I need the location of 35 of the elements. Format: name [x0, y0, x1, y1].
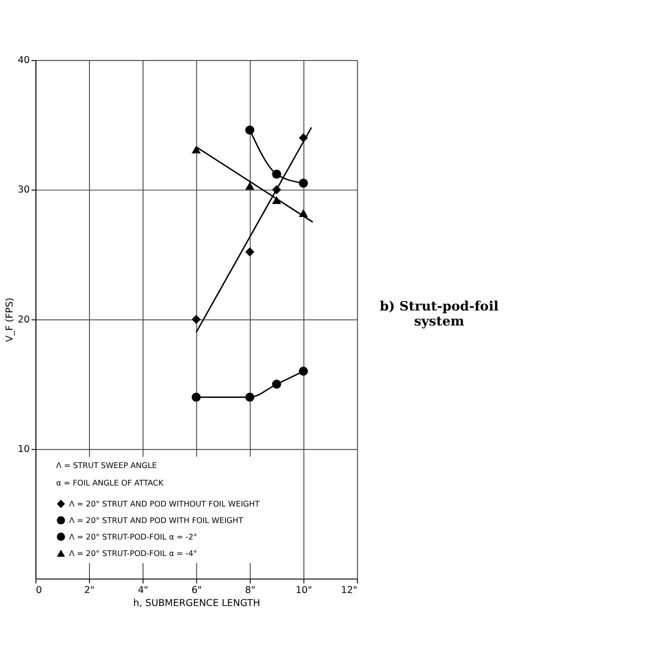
y-tick-label: 20 [18, 314, 30, 326]
y-tick-label: 30 [18, 184, 30, 196]
point [192, 392, 201, 402]
y-axis-title: V_F (FPS) [4, 298, 16, 342]
legend-label: Λ = 20° STRUT AND POD WITH FOIL WEIGHT [69, 516, 244, 525]
x-tick-label: 12" [340, 584, 358, 596]
x-tick-label: 2" [84, 584, 95, 596]
point [245, 126, 254, 135]
x-axis-title: h, SUBMERGENCE LENGTH [133, 598, 260, 609]
point [245, 247, 254, 256]
point [245, 182, 254, 190]
point [192, 146, 201, 154]
point [272, 170, 282, 179]
annotation: α = FOIL ANGLE OF ATTACK [56, 478, 164, 488]
point [298, 178, 308, 188]
point [298, 209, 308, 217]
x-tick-label: 8" [245, 584, 256, 596]
x-tick-label: 0 [36, 584, 42, 596]
point [298, 366, 308, 376]
x-tick-label: 10" [296, 584, 312, 596]
point [192, 314, 201, 324]
legend-label: Λ = 20° STRUT-POD-FOIL α = -2° [69, 532, 198, 542]
text: b) Strut-pod-foil system [380, 300, 499, 330]
point [245, 392, 254, 402]
y-tick-label: 10 [18, 444, 30, 456]
point [272, 185, 282, 194]
x-tick-label: 4" [138, 584, 148, 596]
x-tick-label: 6" [191, 584, 202, 596]
point [298, 133, 308, 142]
y-tick-label: 40 [18, 55, 30, 66]
point [272, 196, 282, 204]
annotation: Λ = STRUT SWEEP ANGLE [56, 461, 157, 470]
legend-label: Λ = 20° STRUT-POD-FOIL α = -4° [69, 548, 198, 558]
point [272, 380, 282, 389]
legend-label: Λ = 20° STRUT AND POD WITHOUT FOIL WEIGHT [69, 500, 260, 508]
